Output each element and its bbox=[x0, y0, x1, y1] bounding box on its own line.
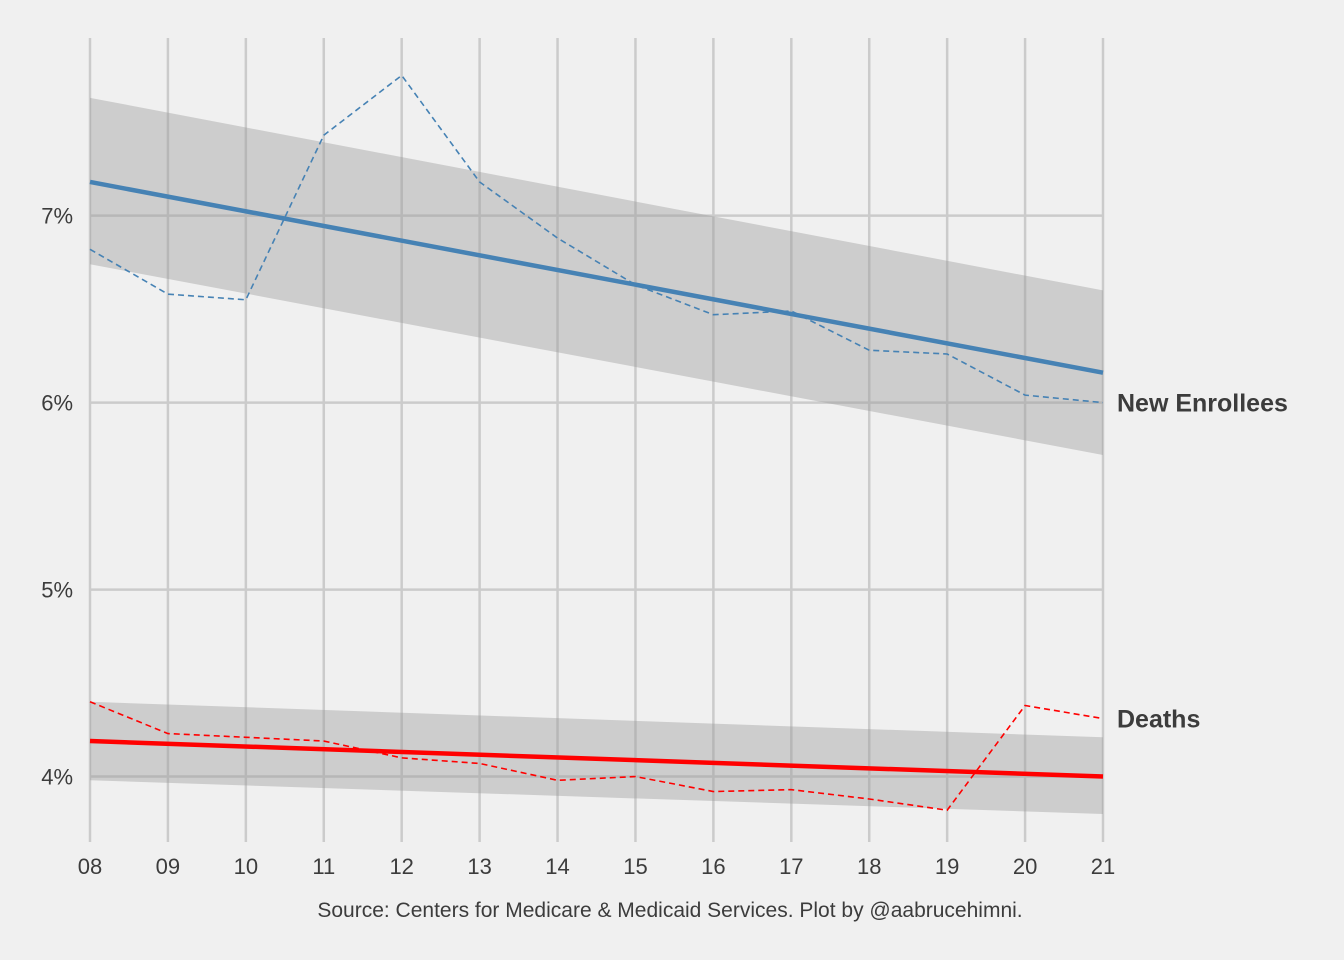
trend-line-0 bbox=[89, 179, 1104, 375]
x-tick-label: 16 bbox=[701, 854, 725, 879]
y-tick-label: 5% bbox=[41, 578, 73, 603]
series-label-0: New Enrollees bbox=[1117, 390, 1288, 418]
x-tick-label: 21 bbox=[1091, 854, 1115, 879]
series-label-1: Deaths bbox=[1117, 706, 1200, 734]
caption: Source: Centers for Medicare & Medicaid … bbox=[317, 899, 1022, 922]
x-tick-label: 14 bbox=[545, 854, 569, 879]
x-tick-label: 20 bbox=[1013, 854, 1037, 879]
x-tick-label: 19 bbox=[935, 854, 959, 879]
x-tick-label: 09 bbox=[156, 854, 180, 879]
grid bbox=[88, 38, 1105, 842]
x-tick-label: 13 bbox=[467, 854, 491, 879]
observed-line-0 bbox=[89, 74, 1104, 404]
y-tick-label: 4% bbox=[41, 765, 73, 790]
x-tick-label: 18 bbox=[857, 854, 881, 879]
observed-line-1 bbox=[89, 701, 1104, 812]
y-tick-label: 7% bbox=[41, 204, 73, 229]
series-lines bbox=[89, 74, 1104, 812]
trend-line-1 bbox=[89, 738, 1104, 779]
x-axis-labels: 08 09 10 11 12 13 14 15 16 17 18 19 20 21 bbox=[78, 854, 1115, 879]
series-labels: New Enrollees Deaths bbox=[1117, 390, 1288, 734]
x-tick-label: 15 bbox=[623, 854, 647, 879]
x-tick-label: 11 bbox=[312, 854, 335, 879]
x-tick-label: 12 bbox=[389, 854, 413, 879]
x-tick-label: 10 bbox=[234, 854, 258, 879]
x-tick-label: 17 bbox=[779, 854, 803, 879]
y-tick-label: 6% bbox=[41, 391, 73, 416]
x-tick-label: 08 bbox=[78, 854, 102, 879]
y-axis-labels: 4% 5% 6% 7% bbox=[41, 204, 73, 790]
